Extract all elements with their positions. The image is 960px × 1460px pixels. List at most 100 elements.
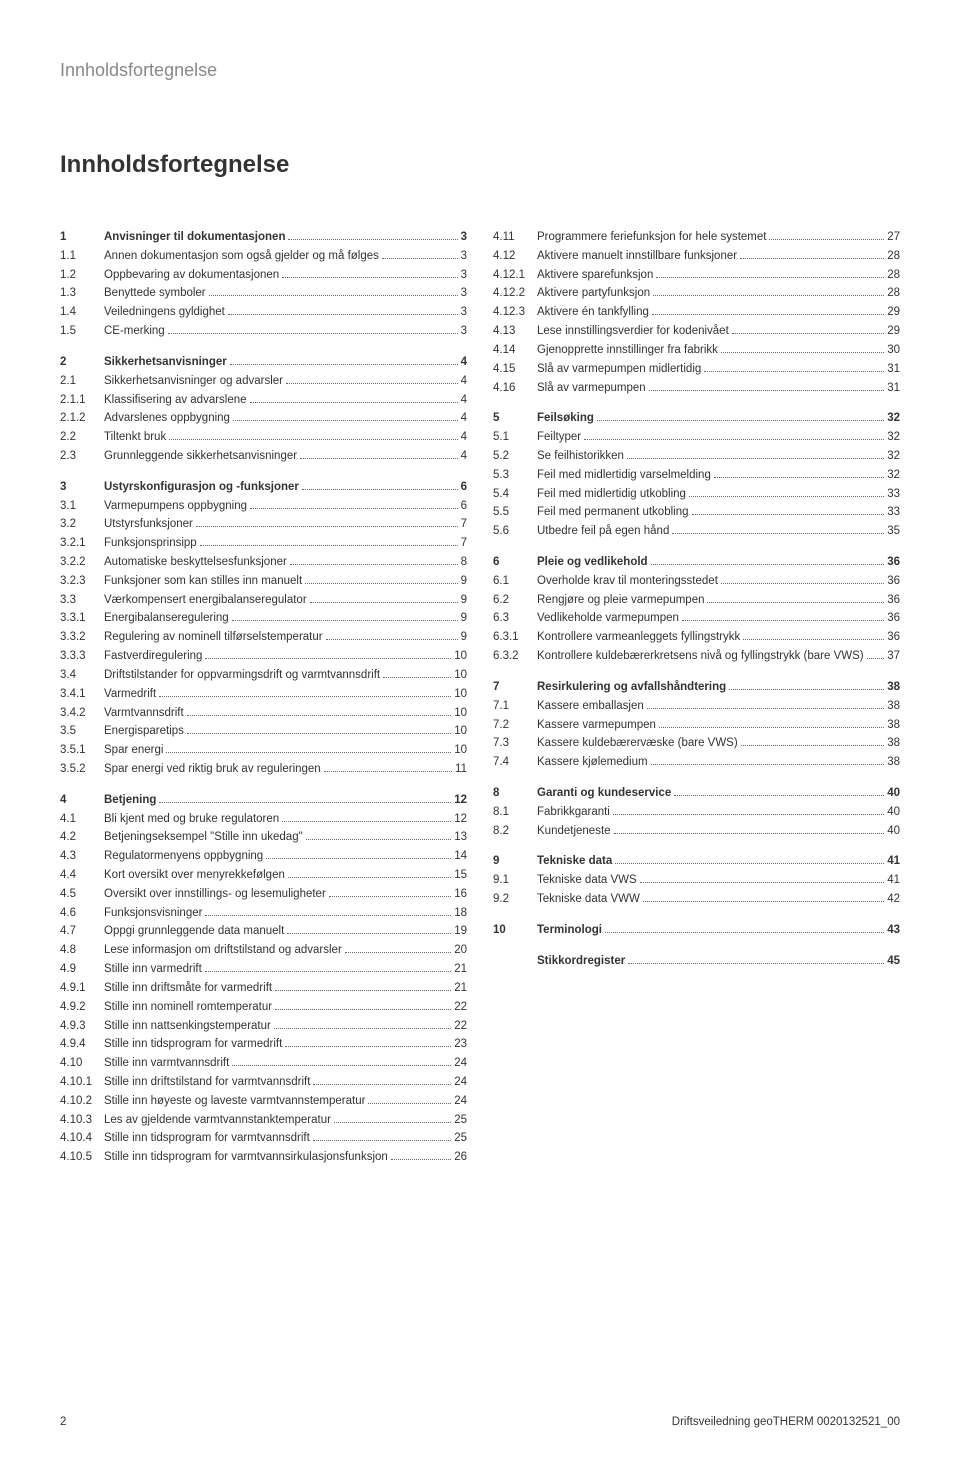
toc-row: 7Resirkulering og avfallshåndtering38 xyxy=(493,679,900,697)
toc-row: 3.5.2Spar energi ved riktig bruk av regu… xyxy=(60,761,467,779)
toc-number: 3.3.2 xyxy=(60,629,104,647)
toc-label: Stille inn nominell romtemperatur xyxy=(104,999,272,1017)
toc-leader-dots xyxy=(729,689,884,690)
toc-page-number: 24 xyxy=(454,1055,467,1073)
toc-row: 5Feilsøking32 xyxy=(493,410,900,428)
toc-row: 6Pleie og vedlikehold36 xyxy=(493,554,900,572)
toc-leader-dots xyxy=(721,352,884,353)
toc-number: 5.6 xyxy=(493,523,537,541)
toc-leader-dots xyxy=(326,639,458,640)
toc-row: 8.2Kundetjeneste40 xyxy=(493,823,900,841)
toc-number: 4.10 xyxy=(60,1055,104,1073)
toc-number: 3.2.3 xyxy=(60,573,104,591)
toc-row: 7.1Kassere emballasjen38 xyxy=(493,698,900,716)
toc-leader-dots xyxy=(250,508,458,509)
toc-number: 3.2 xyxy=(60,516,104,534)
toc-leader-dots xyxy=(159,802,451,803)
toc-leader-dots xyxy=(274,1028,451,1029)
toc-label: Les av gjeldende varmtvannstanktemperatu… xyxy=(104,1112,331,1130)
toc-row: 4.10.4Stille inn tidsprogram for varmtva… xyxy=(60,1130,467,1148)
toc-row: 3.3Værkompensert energibalanseregulator9 xyxy=(60,592,467,610)
toc-label: Regulering av nominell tilførselstempera… xyxy=(104,629,323,647)
footer-doc-id: Driftsveiledning geoTHERM 0020132521_00 xyxy=(672,1416,900,1428)
toc-page-number: 10 xyxy=(454,648,467,666)
toc-number: 4.5 xyxy=(60,886,104,904)
toc-label: Kontrollere varmeanleggets fyllingstrykk xyxy=(537,629,740,647)
toc-row: 2Sikkerhetsanvisninger4 xyxy=(60,354,467,372)
toc-page-number: 40 xyxy=(887,823,900,841)
toc-label: CE-merking xyxy=(104,323,165,341)
toc-leader-dots xyxy=(689,496,884,497)
toc-leader-dots xyxy=(649,390,885,391)
toc-label: Anvisninger til dokumentasjonen xyxy=(104,229,285,247)
toc-row: 7.4Kassere kjølemedium38 xyxy=(493,754,900,772)
toc-page-number: 8 xyxy=(461,554,467,572)
toc-number: 4.9.1 xyxy=(60,980,104,998)
toc-number: 4.14 xyxy=(493,342,537,360)
toc-leader-dots xyxy=(196,526,458,527)
toc-number: 4.12.2 xyxy=(493,285,537,303)
toc-leader-dots xyxy=(228,314,458,315)
toc-label: Stikkordregister xyxy=(537,953,625,971)
toc-row: 3.3.1Energibalanseregulering9 xyxy=(60,610,467,628)
toc-row: 5.6Utbedre feil på egen hånd35 xyxy=(493,523,900,541)
toc-number: 4.9.4 xyxy=(60,1036,104,1054)
toc-number: 4 xyxy=(60,792,104,810)
toc-number: 7.2 xyxy=(493,717,537,735)
running-header: Innholdsfortegnelse xyxy=(60,60,900,81)
toc-row: 5.1Feiltyper32 xyxy=(493,429,900,447)
toc-leader-dots xyxy=(250,402,458,403)
section-gap xyxy=(493,667,900,679)
toc-number: 4.3 xyxy=(60,848,104,866)
toc-page-number: 33 xyxy=(887,486,900,504)
toc-label: Stille inn tidsprogram for varmedrift xyxy=(104,1036,282,1054)
toc-label: Veiledningens gyldighet xyxy=(104,304,225,322)
toc-right-column: 4.11Programmere feriefunksjon for hele s… xyxy=(493,229,900,1168)
section-gap xyxy=(493,398,900,410)
toc-label: Kontrollere kuldebærerkretsens nivå og f… xyxy=(537,648,864,666)
toc-number: 7.1 xyxy=(493,698,537,716)
toc-label: Resirkulering og avfallshåndtering xyxy=(537,679,726,697)
toc-label: Lese innstillingsverdier for kodenivået xyxy=(537,323,729,341)
toc-page-number: 19 xyxy=(454,923,467,941)
toc-label: Se feilhistorikken xyxy=(537,448,624,466)
toc-page-number: 40 xyxy=(887,804,900,822)
toc-label: Tekniske data xyxy=(537,853,612,871)
toc-number: 6.3.1 xyxy=(493,629,537,647)
toc-row: 5.3Feil med midlertidig varselmelding32 xyxy=(493,467,900,485)
toc-row: 6.3.2Kontrollere kuldebærerkretsens nivå… xyxy=(493,648,900,666)
toc-row: 4.12.2Aktivere partyfunksjon28 xyxy=(493,285,900,303)
toc-row: 6.3.1Kontrollere varmeanleggets fyllings… xyxy=(493,629,900,647)
toc-leader-dots xyxy=(233,420,458,421)
toc-page-number: 24 xyxy=(454,1074,467,1092)
toc-label: Programmere feriefunksjon for hele syste… xyxy=(537,229,766,247)
toc-number: 4.10.4 xyxy=(60,1130,104,1148)
toc-page-number: 32 xyxy=(887,448,900,466)
toc-row: 6.1Overholde krav til monteringsstedet36 xyxy=(493,573,900,591)
toc-row: 1.1Annen dokumentasjon som også gjelder … xyxy=(60,248,467,266)
toc-leader-dots xyxy=(159,696,451,697)
toc-number: 4.16 xyxy=(493,380,537,398)
toc-page-number: 22 xyxy=(454,1018,467,1036)
toc-label: Stille inn nattsenkingstemperatur xyxy=(104,1018,271,1036)
toc-leader-dots xyxy=(721,583,884,584)
toc-page-number: 28 xyxy=(887,248,900,266)
toc-page-number: 7 xyxy=(461,516,467,534)
toc-leader-dots xyxy=(743,639,884,640)
toc-leader-dots xyxy=(305,583,457,584)
toc-label: Gjenopprette innstillinger fra fabrikk xyxy=(537,342,718,360)
toc-row: 4Betjening12 xyxy=(60,792,467,810)
section-gap xyxy=(493,910,900,922)
toc-label: Garanti og kundeservice xyxy=(537,785,671,803)
toc-label: Fabrikkgaranti xyxy=(537,804,610,822)
toc-row: 3.4.1Varmedrift10 xyxy=(60,686,467,704)
toc-leader-dots xyxy=(205,971,451,972)
toc-leader-dots xyxy=(324,771,452,772)
toc-label: Feil med midlertidig utkobling xyxy=(537,486,686,504)
toc-label: Værkompensert energibalanseregulator xyxy=(104,592,307,610)
toc-page-number: 4 xyxy=(461,448,467,466)
toc-row: 4.1Bli kjent med og bruke regulatoren12 xyxy=(60,811,467,829)
page-title: Innholdsfortegnelse xyxy=(60,151,900,179)
toc-label: Aktivere én tankfylling xyxy=(537,304,649,322)
toc-number: 4.12.3 xyxy=(493,304,537,322)
